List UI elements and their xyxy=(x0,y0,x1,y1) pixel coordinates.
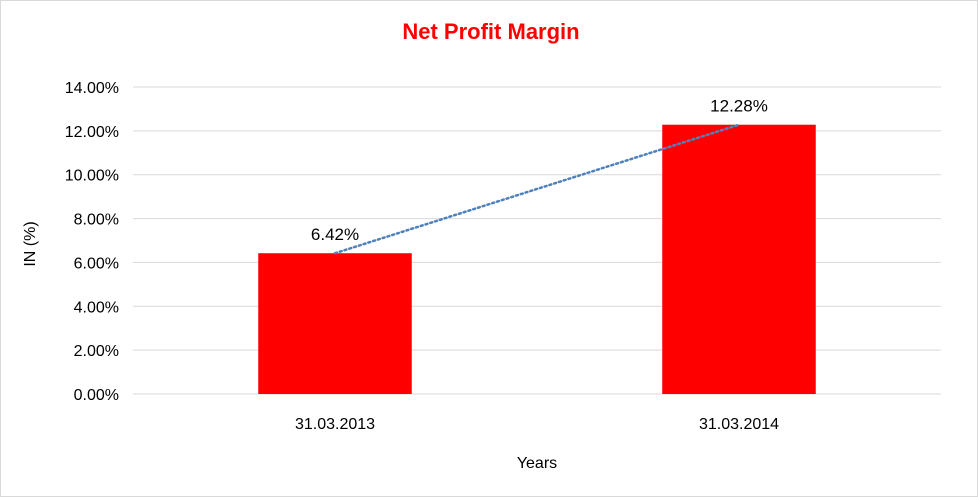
x-axis-ticks: 31.03.2013 31.03.2014 xyxy=(295,416,779,433)
data-labels: 6.42% 12.28% xyxy=(311,97,768,245)
data-label: 12.28% xyxy=(710,97,768,116)
y-tick-label: 4.00% xyxy=(74,299,119,316)
gridlines xyxy=(133,86,941,395)
bar-31.03.2013 xyxy=(258,253,412,394)
y-tick-label: 8.00% xyxy=(74,212,119,229)
y-axis-ticks: 0.00% 2.00% 4.00% 6.00% 8.00% 10.00% 12.00% 14.… xyxy=(65,80,119,404)
y-tick-label: 6.00% xyxy=(74,255,119,272)
x-tick-label: 31.03.2013 xyxy=(295,416,375,433)
trendline xyxy=(333,123,741,255)
y-tick-label: 2.00% xyxy=(74,343,119,360)
x-axis-label: Years xyxy=(517,455,557,472)
trendline-layer xyxy=(333,123,741,255)
chart-title: Net Profit Margin xyxy=(402,19,579,44)
y-tick-label: 0.00% xyxy=(74,387,119,404)
data-label: 6.42% xyxy=(311,225,359,244)
x-tick-label: 31.03.2014 xyxy=(699,416,779,433)
y-axis-label: IN (%) xyxy=(22,221,39,266)
y-tick-label: 10.00% xyxy=(65,168,119,185)
bars xyxy=(258,124,816,395)
bar-31.03.2014 xyxy=(662,124,816,395)
y-tick-label: 14.00% xyxy=(65,80,119,97)
y-tick-label: 12.00% xyxy=(65,124,119,141)
